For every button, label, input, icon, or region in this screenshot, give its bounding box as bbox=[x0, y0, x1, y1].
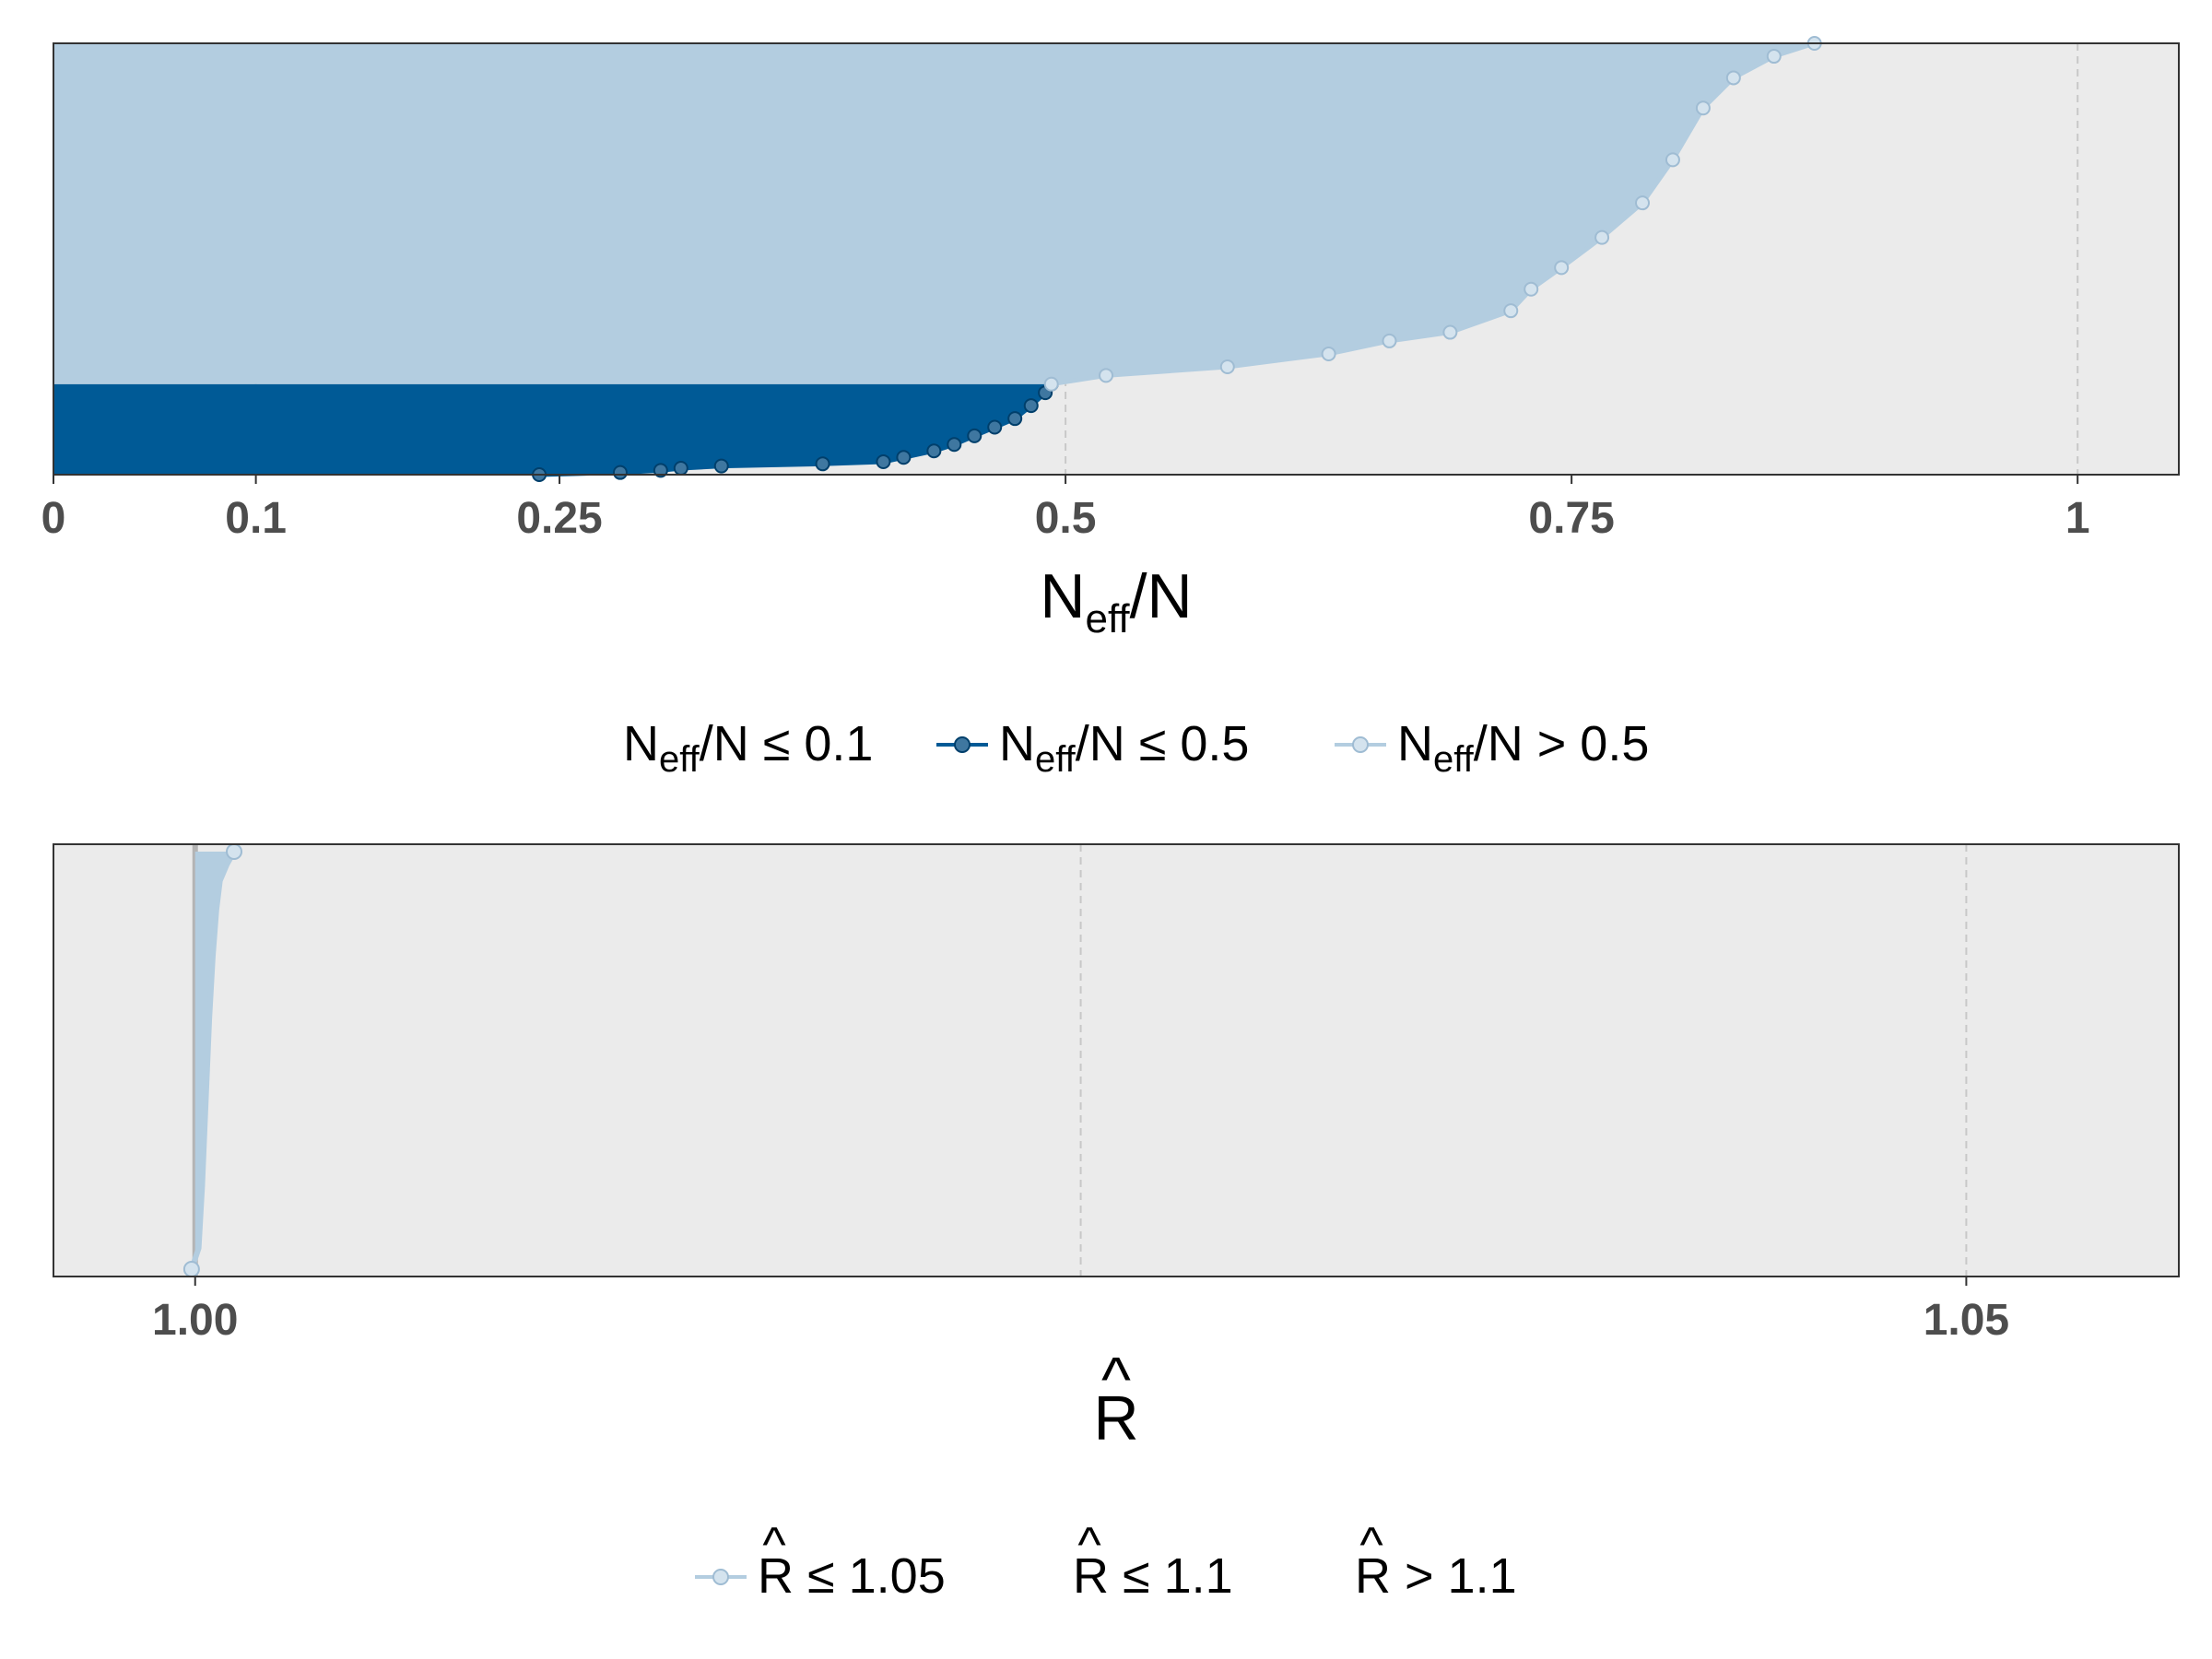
neff-legend-item-1: Neff/N ≤ 0.5 bbox=[936, 716, 1249, 780]
neff-point-0-7 bbox=[896, 450, 912, 465]
neff-point-0-13 bbox=[1023, 398, 1039, 414]
neff-point-0-11 bbox=[987, 419, 1003, 435]
neff-point-1-0 bbox=[1043, 376, 1059, 392]
neff-x-axis: 0 0.1 0.25 0.5 0.75 1 bbox=[41, 475, 2090, 543]
neff-legend-label-0: Neff/N ≤ 0.1 bbox=[623, 716, 873, 780]
neff-area-marks bbox=[53, 36, 1822, 482]
rhat-legend-label-1: R ≤ 1.1 bbox=[1073, 1548, 1233, 1604]
rhat-area-marks bbox=[182, 843, 243, 1277]
rhat-panel-border bbox=[53, 843, 2180, 1277]
rhat-x-axis-title: R ^ bbox=[1093, 1345, 1138, 1453]
neff-tick-label-2: 0.25 bbox=[516, 494, 602, 543]
neff-legend-key-point-1 bbox=[954, 736, 971, 753]
rhat-legend: R ≤ 1.05^R ≤ 1.1^R > 1.1^ bbox=[695, 1517, 1517, 1604]
neff-point-0-4 bbox=[713, 458, 729, 474]
rhat-x-axis: 1.00 1.05 bbox=[152, 1277, 2009, 1345]
neff-line-1 bbox=[1051, 41, 1816, 387]
rhat-legend-label-2: R > 1.1 bbox=[1355, 1548, 1517, 1604]
neff-tick-label-4: 0.75 bbox=[1528, 494, 1614, 543]
rhat-legend-item-2: R > 1.1^ bbox=[1355, 1517, 1517, 1604]
neff-point-1-2 bbox=[1219, 359, 1235, 374]
neff-point-1-5 bbox=[1442, 324, 1458, 340]
neff-point-1-6 bbox=[1503, 303, 1519, 319]
neff-panel: 0 0.1 0.25 0.5 0.75 1 Neff/N Neff/N ≤ 0.1 Neff… bbox=[41, 36, 2180, 780]
rhat-x-axis-title-hat: ^ bbox=[1101, 1345, 1131, 1415]
neff-tick-label-5: 1 bbox=[2065, 494, 2090, 543]
rhat-legend-key-point-0 bbox=[712, 1569, 729, 1585]
neff-point-1-12 bbox=[1695, 100, 1711, 116]
rhat-panel-background bbox=[53, 844, 2179, 1277]
neff-legend-item-0: Neff/N ≤ 0.1 bbox=[623, 716, 873, 780]
neff-point-1-8 bbox=[1554, 260, 1570, 276]
neff-point-1-3 bbox=[1321, 346, 1336, 361]
neff-point-0-5 bbox=[815, 456, 830, 472]
neff-legend-key-point-2 bbox=[1352, 736, 1369, 753]
neff-legend-item-2: Neff/N > 0.5 bbox=[1335, 716, 1649, 780]
rhat-x-axis-title-letter: R bbox=[1093, 1383, 1138, 1453]
neff-legend-label-2: Neff/N > 0.5 bbox=[1397, 716, 1649, 780]
rhat-point-0-9 bbox=[226, 843, 243, 860]
neff-legend-label-1: Neff/N ≤ 0.5 bbox=[999, 716, 1249, 780]
rhat-legend-item-0: R ≤ 1.05^ bbox=[695, 1517, 946, 1604]
neff-line-0 bbox=[539, 382, 1053, 477]
neff-point-0-1 bbox=[612, 465, 628, 480]
rhat-legend-hat-2: ^ bbox=[1359, 1517, 1383, 1572]
neff-area-0 bbox=[53, 383, 1052, 475]
rhat-legend-hat-1: ^ bbox=[1077, 1517, 1101, 1572]
rhat-point-0-0 bbox=[182, 1261, 200, 1277]
neff-point-1-14 bbox=[1766, 49, 1782, 65]
neff-point-0-6 bbox=[876, 453, 891, 469]
neff-tick-label-3: 0.5 bbox=[1035, 494, 1097, 543]
neff-panel-border bbox=[53, 42, 2180, 476]
neff-point-0-3 bbox=[673, 460, 688, 476]
neff-tick-label-0: 0 bbox=[41, 494, 66, 543]
neff-point-1-1 bbox=[1099, 368, 1114, 383]
rhat-tick-label-0: 1.00 bbox=[152, 1296, 238, 1345]
neff-area-1 bbox=[53, 43, 1815, 384]
neff-point-1-11 bbox=[1665, 152, 1680, 168]
rhat-panel: 1.00 1.05 R ^ R ≤ 1.05^R ≤ 1.1^R > 1.1^ bbox=[53, 843, 2180, 1604]
neff-point-0-10 bbox=[967, 428, 982, 443]
neff-point-0-9 bbox=[947, 437, 962, 453]
neff-tick-label-1: 0.1 bbox=[225, 494, 287, 543]
neff-point-1-10 bbox=[1635, 195, 1651, 211]
rhat-legend-item-1: R ≤ 1.1^ bbox=[1073, 1517, 1233, 1604]
rhat-line-0 bbox=[189, 850, 237, 1270]
neff-point-1-7 bbox=[1524, 281, 1539, 297]
neff-point-0-2 bbox=[653, 463, 668, 478]
neff-point-0-12 bbox=[1007, 411, 1023, 427]
rhat-tick-label-1: 1.05 bbox=[1924, 1296, 2009, 1345]
rhat-legend-label-0: R ≤ 1.05 bbox=[758, 1548, 946, 1604]
neff-point-1-9 bbox=[1594, 229, 1610, 245]
neff-x-axis-title: Neff/N bbox=[1040, 561, 1192, 641]
neff-point-0-8 bbox=[926, 443, 942, 459]
neff-point-1-13 bbox=[1725, 70, 1741, 86]
neff-point-1-4 bbox=[1382, 333, 1397, 348]
rhat-legend-hat-0: ^ bbox=[762, 1517, 786, 1572]
neff-legend: Neff/N ≤ 0.1 Neff/N ≤ 0.5 Neff/N > 0.5 bbox=[623, 716, 1649, 780]
